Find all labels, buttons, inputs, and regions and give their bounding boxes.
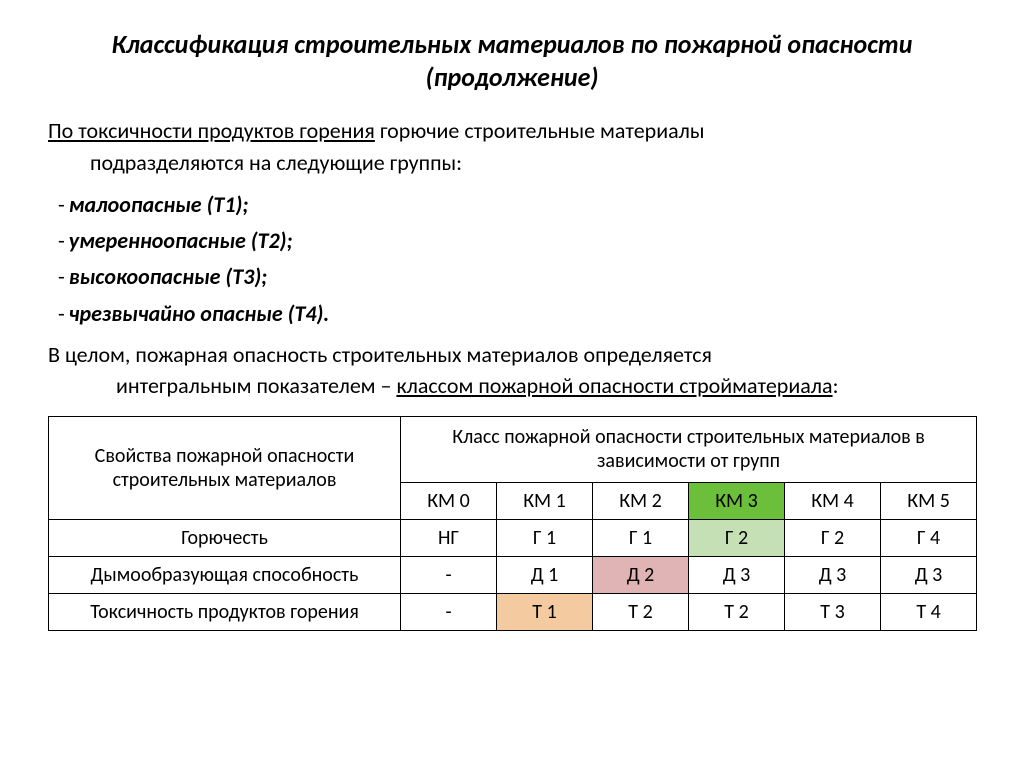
- cell: -: [401, 556, 497, 593]
- fire-class-table: Свойства пожарной опасности строительных…: [48, 416, 977, 631]
- th-km2: КМ 2: [593, 482, 689, 519]
- intro-lead: По токсичности продуктов горения: [48, 117, 375, 144]
- summary-paragraph: В целом, пожарная опасность строительных…: [48, 340, 976, 402]
- th-properties: Свойства пожарной опасности строительных…: [49, 416, 401, 519]
- list-item-text: малоопасные (Т1);: [69, 191, 249, 218]
- list-item: -умеренноопасные (Т2);: [58, 223, 976, 259]
- th-class: Класс пожарной опасности строительных ма…: [401, 416, 977, 482]
- cell: -: [401, 593, 497, 630]
- cell: Г 4: [881, 519, 977, 556]
- cell: Т 1: [497, 593, 593, 630]
- cell: Д 1: [497, 556, 593, 593]
- cell: Т 4: [881, 593, 977, 630]
- cell: НГ: [401, 519, 497, 556]
- list-item-text: чрезвычайно опасные (Т4).: [69, 300, 330, 327]
- th-km0: КМ 0: [401, 482, 497, 519]
- cell: Д 3: [785, 556, 881, 593]
- summary-line2b: классом пожарной опасности стройматериал…: [396, 372, 832, 399]
- table-row: Токсичность продуктов горения - Т 1 Т 2 …: [49, 593, 977, 630]
- list-item-text: умеренноопасные (Т2);: [69, 227, 293, 254]
- table-row: Дымообразующая способность - Д 1 Д 2 Д 3…: [49, 556, 977, 593]
- intro-line2: подразделяются на следующие группы:: [48, 147, 976, 179]
- intro-paragraph: По токсичности продуктов горения горючие…: [48, 115, 976, 179]
- th-km1: КМ 1: [497, 482, 593, 519]
- summary-line1: В целом, пожарная опасность строительных…: [48, 341, 712, 368]
- cell: Т 2: [689, 593, 785, 630]
- table-row: Горючесть НГ Г 1 Г 1 Г 2 Г 2 Г 4: [49, 519, 977, 556]
- cell: Г 1: [497, 519, 593, 556]
- row-label: Токсичность продуктов горения: [49, 593, 401, 630]
- intro-rest: горючие строительные материалы: [375, 117, 705, 144]
- th-km3: КМ 3: [689, 482, 785, 519]
- cell: Г 1: [593, 519, 689, 556]
- summary-line2a: интегральным показателем –: [116, 372, 396, 399]
- toxicity-list: -малоопасные (Т1); -умеренноопасные (Т2)…: [48, 187, 976, 332]
- list-item: -малоопасные (Т1);: [58, 187, 976, 223]
- summary-line2c: :: [833, 372, 839, 399]
- row-label: Дымообразующая способность: [49, 556, 401, 593]
- list-item: -чрезвычайно опасные (Т4).: [58, 296, 976, 332]
- th-km4: КМ 4: [785, 482, 881, 519]
- cell: Г 2: [785, 519, 881, 556]
- cell: Г 2: [689, 519, 785, 556]
- th-km5: КМ 5: [881, 482, 977, 519]
- cell: Т 2: [593, 593, 689, 630]
- cell: Д 2: [593, 556, 689, 593]
- cell: Д 3: [689, 556, 785, 593]
- list-item: -высокоопасные (Т3);: [58, 259, 976, 295]
- list-item-text: высокоопасные (Т3);: [69, 263, 268, 290]
- cell: Т 3: [785, 593, 881, 630]
- row-label: Горючесть: [49, 519, 401, 556]
- page-title: Классификация строительных материалов по…: [48, 28, 976, 93]
- cell: Д 3: [881, 556, 977, 593]
